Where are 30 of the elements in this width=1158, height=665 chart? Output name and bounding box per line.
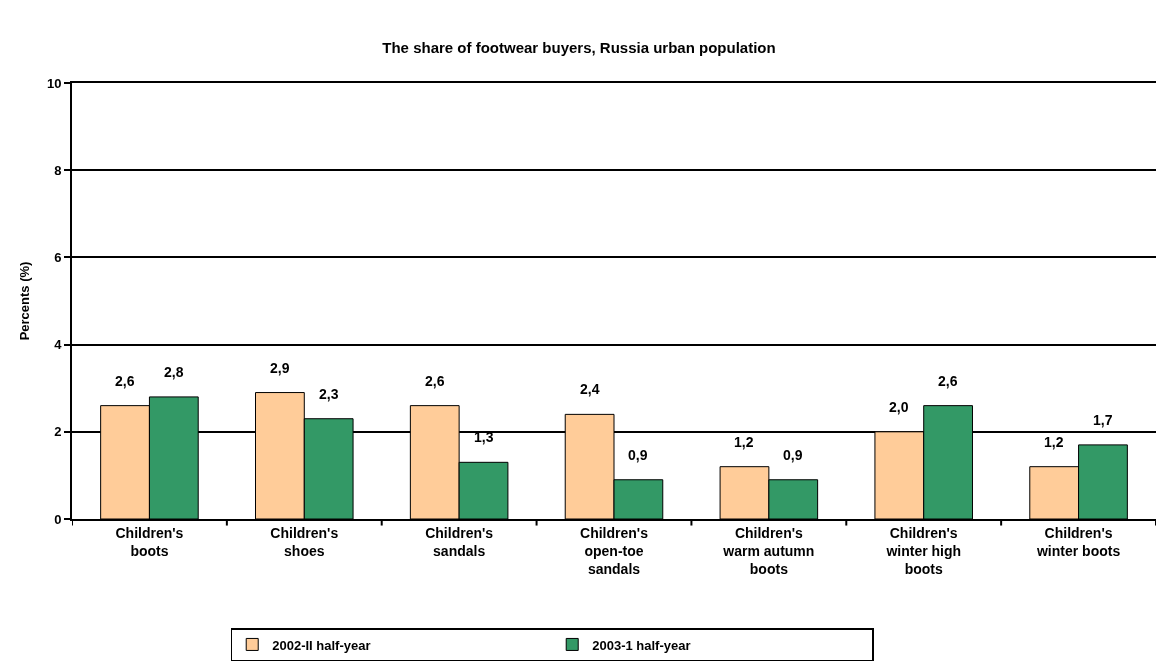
y-tick-label: 2 <box>54 424 62 440</box>
legend-label: 2003-1 half-year <box>592 637 691 653</box>
y-tick-label: 0 <box>54 511 62 527</box>
x-tick-label: Children's warm autumn boots <box>722 524 815 578</box>
data-label: 1,7 <box>1093 412 1113 428</box>
data-label: 0,9 <box>628 447 648 463</box>
data-label: 2,3 <box>319 386 339 402</box>
data-label: 2,8 <box>164 364 184 380</box>
x-tick-label: Children's boots <box>115 524 184 559</box>
y-tick-label: 6 <box>54 249 62 265</box>
data-label: 2,6 <box>938 373 958 389</box>
data-label: 1,2 <box>734 434 754 450</box>
y-tick-label: 10 <box>46 75 62 91</box>
x-tick-label: Children's shoes <box>270 524 339 559</box>
x-tick-label: Children's winter high boots <box>885 524 962 578</box>
chart-title: The share of footwear buyers, Russia urban population <box>382 39 776 57</box>
y-axis-title: Percents (%) <box>17 261 33 341</box>
x-tick-label: Children's winter boots <box>1035 524 1121 559</box>
data-label: 2,4 <box>580 381 600 397</box>
data-label: 2,6 <box>425 373 445 389</box>
y-tick-label: 4 <box>54 337 63 353</box>
data-label: 2,0 <box>889 399 909 415</box>
legend-label: 2002-II half-year <box>272 637 371 653</box>
data-label: 0,9 <box>783 447 803 463</box>
data-label: 2,6 <box>115 373 135 389</box>
x-tick-label: Children's open-toe sandals <box>580 524 649 578</box>
data-label: 2,9 <box>270 360 290 376</box>
data-label: 1,2 <box>1044 434 1064 450</box>
y-tick-label: 8 <box>54 162 62 178</box>
x-tick-label: Children's sandals <box>425 524 494 559</box>
